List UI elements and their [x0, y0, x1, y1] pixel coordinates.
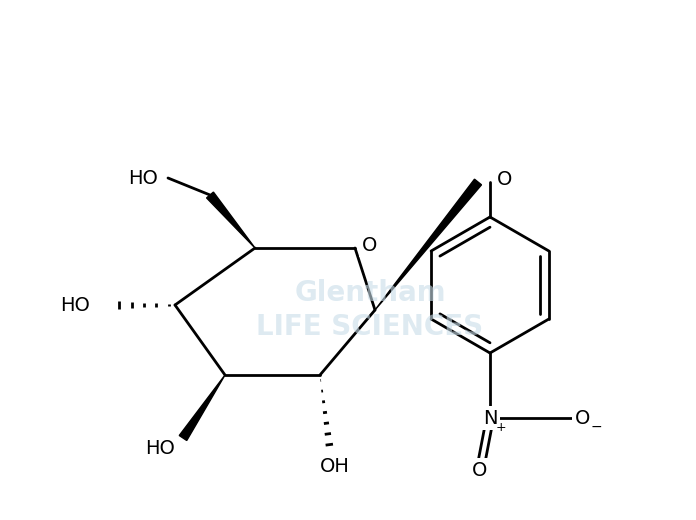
Text: +: +: [496, 421, 506, 434]
Text: HO: HO: [128, 168, 158, 188]
Polygon shape: [180, 375, 225, 440]
Text: N: N: [483, 409, 497, 427]
Text: HO: HO: [60, 295, 90, 315]
Text: −: −: [590, 420, 602, 434]
Polygon shape: [207, 192, 255, 248]
Polygon shape: [375, 179, 482, 310]
Text: Glentham
LIFE SCIENCES: Glentham LIFE SCIENCES: [256, 279, 484, 341]
Text: O: O: [363, 236, 378, 254]
Text: O: O: [473, 461, 488, 479]
Text: O: O: [498, 170, 513, 189]
Text: HO: HO: [145, 438, 175, 458]
Text: O: O: [576, 409, 591, 427]
Text: OH: OH: [320, 457, 350, 475]
